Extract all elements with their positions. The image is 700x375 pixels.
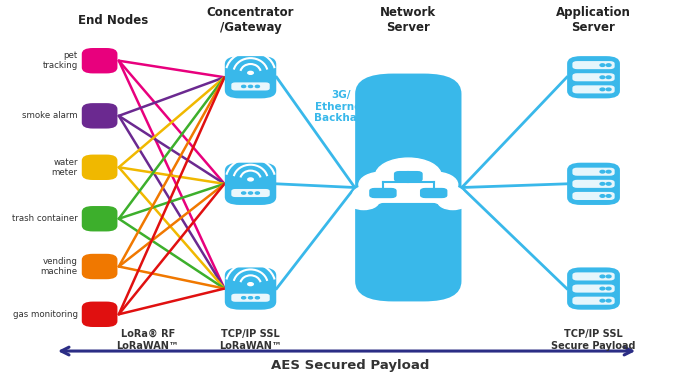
FancyBboxPatch shape xyxy=(573,285,615,292)
Circle shape xyxy=(600,76,605,78)
FancyBboxPatch shape xyxy=(573,168,615,176)
FancyBboxPatch shape xyxy=(573,180,615,188)
FancyBboxPatch shape xyxy=(573,297,615,305)
Circle shape xyxy=(606,299,611,302)
Circle shape xyxy=(248,86,253,87)
FancyBboxPatch shape xyxy=(573,73,615,81)
Circle shape xyxy=(438,194,468,210)
FancyBboxPatch shape xyxy=(82,302,118,327)
Text: LoRa® RF
LoRaWAN™: LoRa® RF LoRaWAN™ xyxy=(116,329,179,351)
FancyBboxPatch shape xyxy=(82,103,118,129)
Text: gas monitoring: gas monitoring xyxy=(13,310,78,319)
FancyBboxPatch shape xyxy=(82,154,118,180)
Circle shape xyxy=(248,71,253,74)
Circle shape xyxy=(359,172,405,197)
Circle shape xyxy=(606,88,611,91)
Circle shape xyxy=(241,86,246,87)
FancyBboxPatch shape xyxy=(82,206,118,231)
FancyBboxPatch shape xyxy=(355,74,461,302)
Circle shape xyxy=(600,64,605,66)
Circle shape xyxy=(600,299,605,302)
FancyBboxPatch shape xyxy=(394,171,423,182)
Circle shape xyxy=(600,287,605,290)
Text: Application
Server: Application Server xyxy=(556,6,631,34)
Circle shape xyxy=(411,172,458,197)
Circle shape xyxy=(600,195,605,197)
Circle shape xyxy=(248,283,253,286)
FancyBboxPatch shape xyxy=(573,272,615,280)
FancyBboxPatch shape xyxy=(360,185,456,203)
Circle shape xyxy=(600,170,605,173)
Circle shape xyxy=(606,170,611,173)
FancyBboxPatch shape xyxy=(420,188,447,198)
Circle shape xyxy=(256,86,260,87)
Circle shape xyxy=(600,88,605,91)
Text: vending
machine: vending machine xyxy=(41,257,78,276)
Circle shape xyxy=(241,192,246,194)
Circle shape xyxy=(606,183,611,185)
Text: TCP/IP SSL
Secure Payload: TCP/IP SSL Secure Payload xyxy=(552,329,636,351)
Circle shape xyxy=(353,185,389,204)
Circle shape xyxy=(248,178,253,181)
Text: pet
tracking: pet tracking xyxy=(43,51,78,70)
FancyBboxPatch shape xyxy=(369,188,397,198)
Circle shape xyxy=(241,297,246,299)
Text: water
meter: water meter xyxy=(52,158,78,177)
FancyBboxPatch shape xyxy=(225,56,276,98)
Text: Concentrator
/Gateway: Concentrator /Gateway xyxy=(206,6,294,34)
FancyBboxPatch shape xyxy=(567,267,620,310)
FancyBboxPatch shape xyxy=(82,48,118,74)
Circle shape xyxy=(606,76,611,78)
FancyBboxPatch shape xyxy=(573,192,615,200)
FancyBboxPatch shape xyxy=(573,86,615,93)
FancyBboxPatch shape xyxy=(225,163,276,205)
Circle shape xyxy=(428,185,464,204)
Circle shape xyxy=(256,297,260,299)
Circle shape xyxy=(606,195,611,197)
Text: TCP/IP SSL
LoRaWAN™: TCP/IP SSL LoRaWAN™ xyxy=(219,329,282,351)
Circle shape xyxy=(375,158,441,194)
Circle shape xyxy=(600,183,605,185)
Text: smoke alarm: smoke alarm xyxy=(22,111,78,120)
FancyBboxPatch shape xyxy=(231,82,270,90)
FancyBboxPatch shape xyxy=(231,294,270,302)
Circle shape xyxy=(248,297,253,299)
Text: trash container: trash container xyxy=(12,214,78,223)
Circle shape xyxy=(248,192,253,194)
Circle shape xyxy=(600,275,605,278)
Text: End Nodes: End Nodes xyxy=(78,14,148,27)
Circle shape xyxy=(256,192,260,194)
Text: Network
Server: Network Server xyxy=(380,6,436,34)
Circle shape xyxy=(606,287,611,290)
Circle shape xyxy=(349,194,379,210)
FancyBboxPatch shape xyxy=(573,61,615,69)
FancyBboxPatch shape xyxy=(231,189,270,197)
Text: 3G/
Ethernet
Backhaul: 3G/ Ethernet Backhaul xyxy=(314,90,368,123)
FancyBboxPatch shape xyxy=(82,254,118,279)
FancyBboxPatch shape xyxy=(567,56,620,98)
Circle shape xyxy=(606,64,611,66)
FancyBboxPatch shape xyxy=(567,163,620,205)
FancyBboxPatch shape xyxy=(225,267,276,310)
Circle shape xyxy=(606,275,611,278)
Text: AES Secured Payload: AES Secured Payload xyxy=(271,359,429,372)
